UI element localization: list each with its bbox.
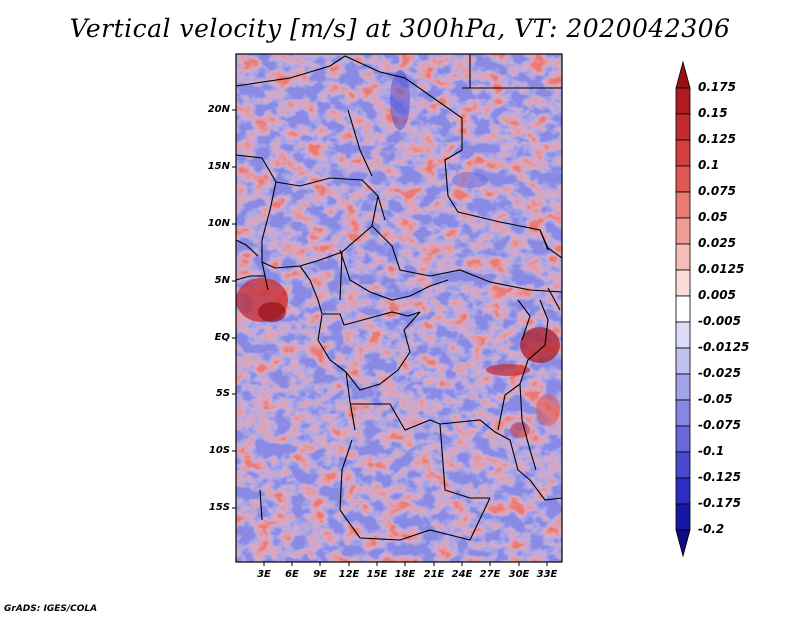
lon-label-18e: 18E (394, 569, 416, 580)
lat-label-10n: 10N (207, 218, 230, 229)
colorbar-label: 0.025 (698, 236, 736, 250)
lat-label-eq: EQ (214, 332, 230, 343)
colorbar-segment (675, 425, 691, 453)
lon-label-30e: 30E (508, 569, 530, 580)
lat-label-15s: 15S (208, 502, 230, 513)
lon-label-24e: 24E (451, 569, 473, 580)
map-frame (235, 53, 563, 563)
lat-label-15n: 15N (207, 161, 230, 172)
colorbar-label: -0.005 (698, 314, 741, 328)
colorbar-segment (675, 373, 691, 401)
lon-label-3e: 3E (257, 569, 271, 580)
colorbar-label: -0.05 (698, 392, 733, 406)
colorbar-segment (675, 529, 691, 558)
country-borders (236, 54, 562, 541)
colorbar-label: 0.075 (698, 184, 736, 198)
colorbar-segment (675, 269, 691, 297)
colorbar-label: 0.0125 (698, 262, 745, 276)
colorbar-segment (675, 477, 691, 505)
colorbar-segment (675, 347, 691, 375)
colorbar (675, 60, 691, 558)
colorbar-label: 0.1 (698, 158, 720, 172)
colorbar-segment (675, 139, 691, 167)
colorbar-label: -0.1 (698, 444, 725, 458)
colorbar-label: -0.0125 (698, 340, 750, 354)
colorbar-label: -0.175 (698, 496, 741, 510)
colorbar-label: 0.005 (698, 288, 736, 302)
axis-ticks (232, 109, 548, 566)
colorbar-label: -0.075 (698, 418, 741, 432)
colorbar-segment (675, 295, 691, 323)
lon-label-9e: 9E (313, 569, 327, 580)
credit-text: GrADS: IGES/COLA (4, 604, 98, 614)
colorbar-segment (675, 113, 691, 141)
colorbar-segment (675, 60, 691, 89)
colorbar-segment (675, 87, 691, 115)
colorbar-label: 0.05 (698, 210, 728, 224)
colorbar-label: 0.15 (698, 106, 728, 120)
colorbar-label: -0.025 (698, 366, 741, 380)
lon-label-21e: 21E (423, 569, 445, 580)
colorbar-label: 0.175 (698, 80, 736, 94)
velocity-field (236, 54, 562, 562)
lon-label-27e: 27E (479, 569, 501, 580)
lon-label-15e: 15E (366, 569, 388, 580)
colorbar-segment (675, 165, 691, 193)
lon-label-12e: 12E (338, 569, 360, 580)
colorbar-label: 0.125 (698, 132, 736, 146)
colorbar-segment (675, 321, 691, 349)
colorbar-segment (675, 243, 691, 271)
lon-label-33e: 33E (536, 569, 558, 580)
lat-label-10s: 10S (208, 445, 230, 456)
lat-label-20n: 20N (207, 104, 230, 115)
colorbar-segment (675, 217, 691, 245)
lat-label-5n: 5N (214, 275, 230, 286)
colorbar-segment (675, 191, 691, 219)
colorbar-segment (675, 451, 691, 479)
colorbar-segment (675, 399, 691, 427)
map-title: Vertical velocity [m/s] at 300hPa, VT: 2… (69, 14, 731, 43)
lon-label-6e: 6E (285, 569, 299, 580)
lat-label-5s: 5S (215, 388, 230, 399)
colorbar-label: -0.125 (698, 470, 741, 484)
colorbar-segment (675, 503, 691, 531)
colorbar-label: -0.2 (698, 522, 725, 536)
